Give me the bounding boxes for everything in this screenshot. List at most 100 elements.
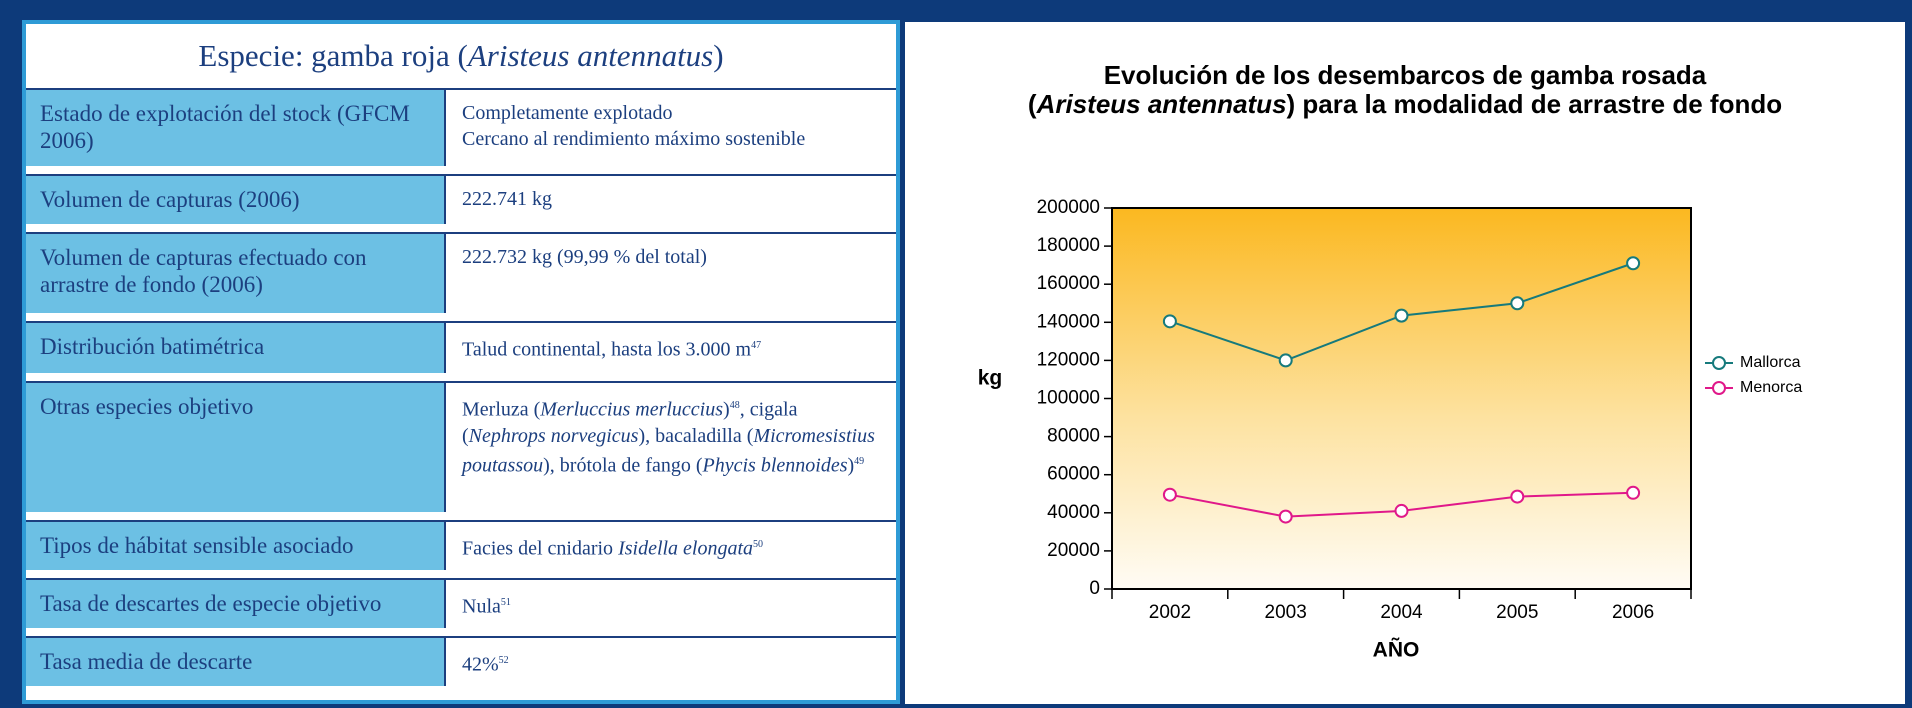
- data-point: [1626, 256, 1641, 271]
- y-axis-label: kg: [978, 367, 1003, 390]
- text-run: , cigala (: [462, 398, 798, 447]
- text-run: Facies del cnidario: [462, 537, 619, 560]
- text-run: Phycis blennoides: [702, 454, 848, 477]
- row-label: Estado de explotación del stock (GFCM 20…: [26, 90, 446, 166]
- x-tick-label: 2004: [1380, 602, 1423, 623]
- value-line: Cercano al rendimiento máximo sostenible: [462, 126, 882, 152]
- value-line: Facies del cnidario Isidella elongata50: [462, 532, 882, 562]
- row-label: Distribución batimétrica: [26, 323, 446, 373]
- text-run: Micromesistius poutassou: [462, 424, 875, 477]
- row-value: Merluza (Merluccius merluccius)48, cigal…: [446, 383, 896, 512]
- value-line: Talud continental, hasta los 3.000 m47: [462, 333, 882, 363]
- table-row: Tipos de hábitat sensible asociado Facies…: [26, 520, 896, 578]
- text-run: Especie: gamba roja (: [198, 38, 468, 73]
- row-value: 222.741 kg: [446, 176, 896, 224]
- y-tick-label: 0: [1089, 578, 1100, 599]
- y-tick-label: 20000: [1047, 540, 1100, 561]
- title-run: Evolución de los desembarcos de gamba ro…: [1104, 60, 1707, 90]
- value-line: Nula51: [462, 590, 882, 620]
- row-value: Talud continental, hasta los 3.000 m47: [446, 323, 896, 373]
- text-run: ): [847, 454, 855, 477]
- row-label: Otras especies objetivo: [26, 383, 446, 512]
- row-label: Volumen de capturas (2006): [26, 176, 446, 224]
- row-label: Tasa de descartes de especie objetivo: [26, 580, 446, 628]
- text-run: Tasa de descartes de especie objetivo: [40, 591, 382, 616]
- text-run: ): [713, 38, 724, 73]
- title-run: ) para la modalidad de arrastre de fondo: [1287, 89, 1783, 119]
- y-tick-label: 160000: [1037, 273, 1100, 294]
- value-line: 222.732 kg (99,99 % del total): [462, 244, 882, 270]
- y-tick-label: 80000: [1047, 426, 1100, 447]
- x-tick-label: 2003: [1265, 602, 1307, 623]
- row-value: 42%52: [446, 638, 896, 686]
- text-run: 222.732 kg (99,99 % del total): [462, 246, 707, 268]
- value-line: 222.741 kg: [462, 186, 882, 212]
- table-row: Tasa de descartes de especie objetivo Nul…: [26, 578, 896, 636]
- footnote-ref: 49: [854, 455, 865, 467]
- row-label: Tipos de hábitat sensible asociado: [26, 522, 446, 570]
- table-row: Volumen de capturas (2006) 222.741 kg: [26, 174, 896, 232]
- text-run: Volumen de capturas efectuado con arrast…: [40, 245, 367, 297]
- title-run: Aristeus antennatus: [1036, 89, 1287, 119]
- text-run: Cercano al rendimiento máximo sostenible: [462, 128, 806, 150]
- text-run: 42%: [462, 653, 499, 676]
- text-run: Otras especies objetivo: [40, 394, 254, 419]
- x-tick-label: 2002: [1149, 602, 1191, 623]
- row-label: Tasa media de descarte: [26, 638, 446, 686]
- text-run: ): [723, 398, 730, 421]
- table: Estado de explotación del stock (GFCM 20…: [26, 88, 896, 694]
- text-run: Merluza (: [462, 398, 541, 421]
- text-run: 222.741 kg: [462, 188, 552, 210]
- text-run: Aristeus antennatus: [467, 38, 714, 73]
- x-tick-label: 2005: [1496, 602, 1538, 623]
- chart-title: Evolución de los desembarcos de gamba ro…: [1104, 60, 1707, 90]
- table-row: Volumen de capturas efectuado con arrast…: [26, 232, 896, 321]
- row-value: Nula51: [446, 580, 896, 628]
- row-label: Volumen de capturas efectuado con arrast…: [26, 234, 446, 313]
- footnote-ref: 47: [751, 340, 762, 351]
- data-point: [1510, 489, 1525, 504]
- text-run: Nephrops norvegicus: [468, 424, 639, 447]
- data-point: [1626, 485, 1641, 500]
- data-point: [1162, 314, 1177, 329]
- row-value: 222.732 kg (99,99 % del total): [446, 234, 896, 313]
- legend-marker: [1712, 381, 1726, 395]
- row-value: Facies del cnidario Isidella elongata50: [446, 522, 896, 570]
- table-row: Otras especies objetivo Merluza (Merlucci…: [26, 381, 896, 520]
- data-point: [1278, 509, 1293, 524]
- y-tick-label: 140000: [1037, 311, 1100, 332]
- legend-label: Menorca: [1740, 379, 1802, 396]
- y-tick-label: 200000: [1037, 197, 1100, 218]
- value-line: Merluza (Merluccius merluccius)48, cigal…: [462, 393, 882, 478]
- text-run: Tasa media de descarte: [40, 649, 253, 674]
- footnote-ref: 52: [498, 655, 509, 666]
- x-axis-label: AÑO: [1373, 639, 1420, 662]
- text-run: Distribución batimétrica: [40, 334, 265, 359]
- text-run: Talud continental, hasta los 3.000 m: [462, 338, 752, 361]
- value-line: Completamente explotado: [462, 100, 882, 126]
- legend-label: Mallorca: [1740, 354, 1801, 371]
- data-point: [1278, 353, 1293, 368]
- y-tick-label: 120000: [1037, 349, 1100, 370]
- y-tick-label: 40000: [1047, 502, 1100, 523]
- species-panel: Especie: gamba roja (Aristeus antennatus…: [22, 20, 900, 704]
- data-point: [1394, 308, 1409, 323]
- plot-background: [1111, 207, 1692, 590]
- text-run: Volumen de capturas (2006): [40, 187, 300, 212]
- panel-title: Especie: gamba roja (Aristeus antennatus…: [26, 24, 896, 88]
- text-run: Completamente explotado: [462, 102, 673, 124]
- text-run: Merluccius merluccius: [540, 398, 724, 421]
- legend-marker: [1712, 356, 1726, 370]
- chart-title: (Aristeus antennatus) para la modalidad …: [1028, 89, 1782, 119]
- text-run: Isidella elongata: [618, 537, 754, 560]
- x-tick-label: 2006: [1612, 602, 1654, 623]
- footnote-ref: 50: [753, 539, 764, 550]
- data-point: [1162, 487, 1177, 502]
- data-point: [1394, 503, 1409, 518]
- value-line: 42%52: [462, 648, 882, 678]
- text-run: ), bacaladilla (: [638, 424, 754, 447]
- text-run: Estado de explotación del stock (GFCM 20…: [40, 101, 410, 153]
- y-tick-label: 180000: [1037, 235, 1100, 256]
